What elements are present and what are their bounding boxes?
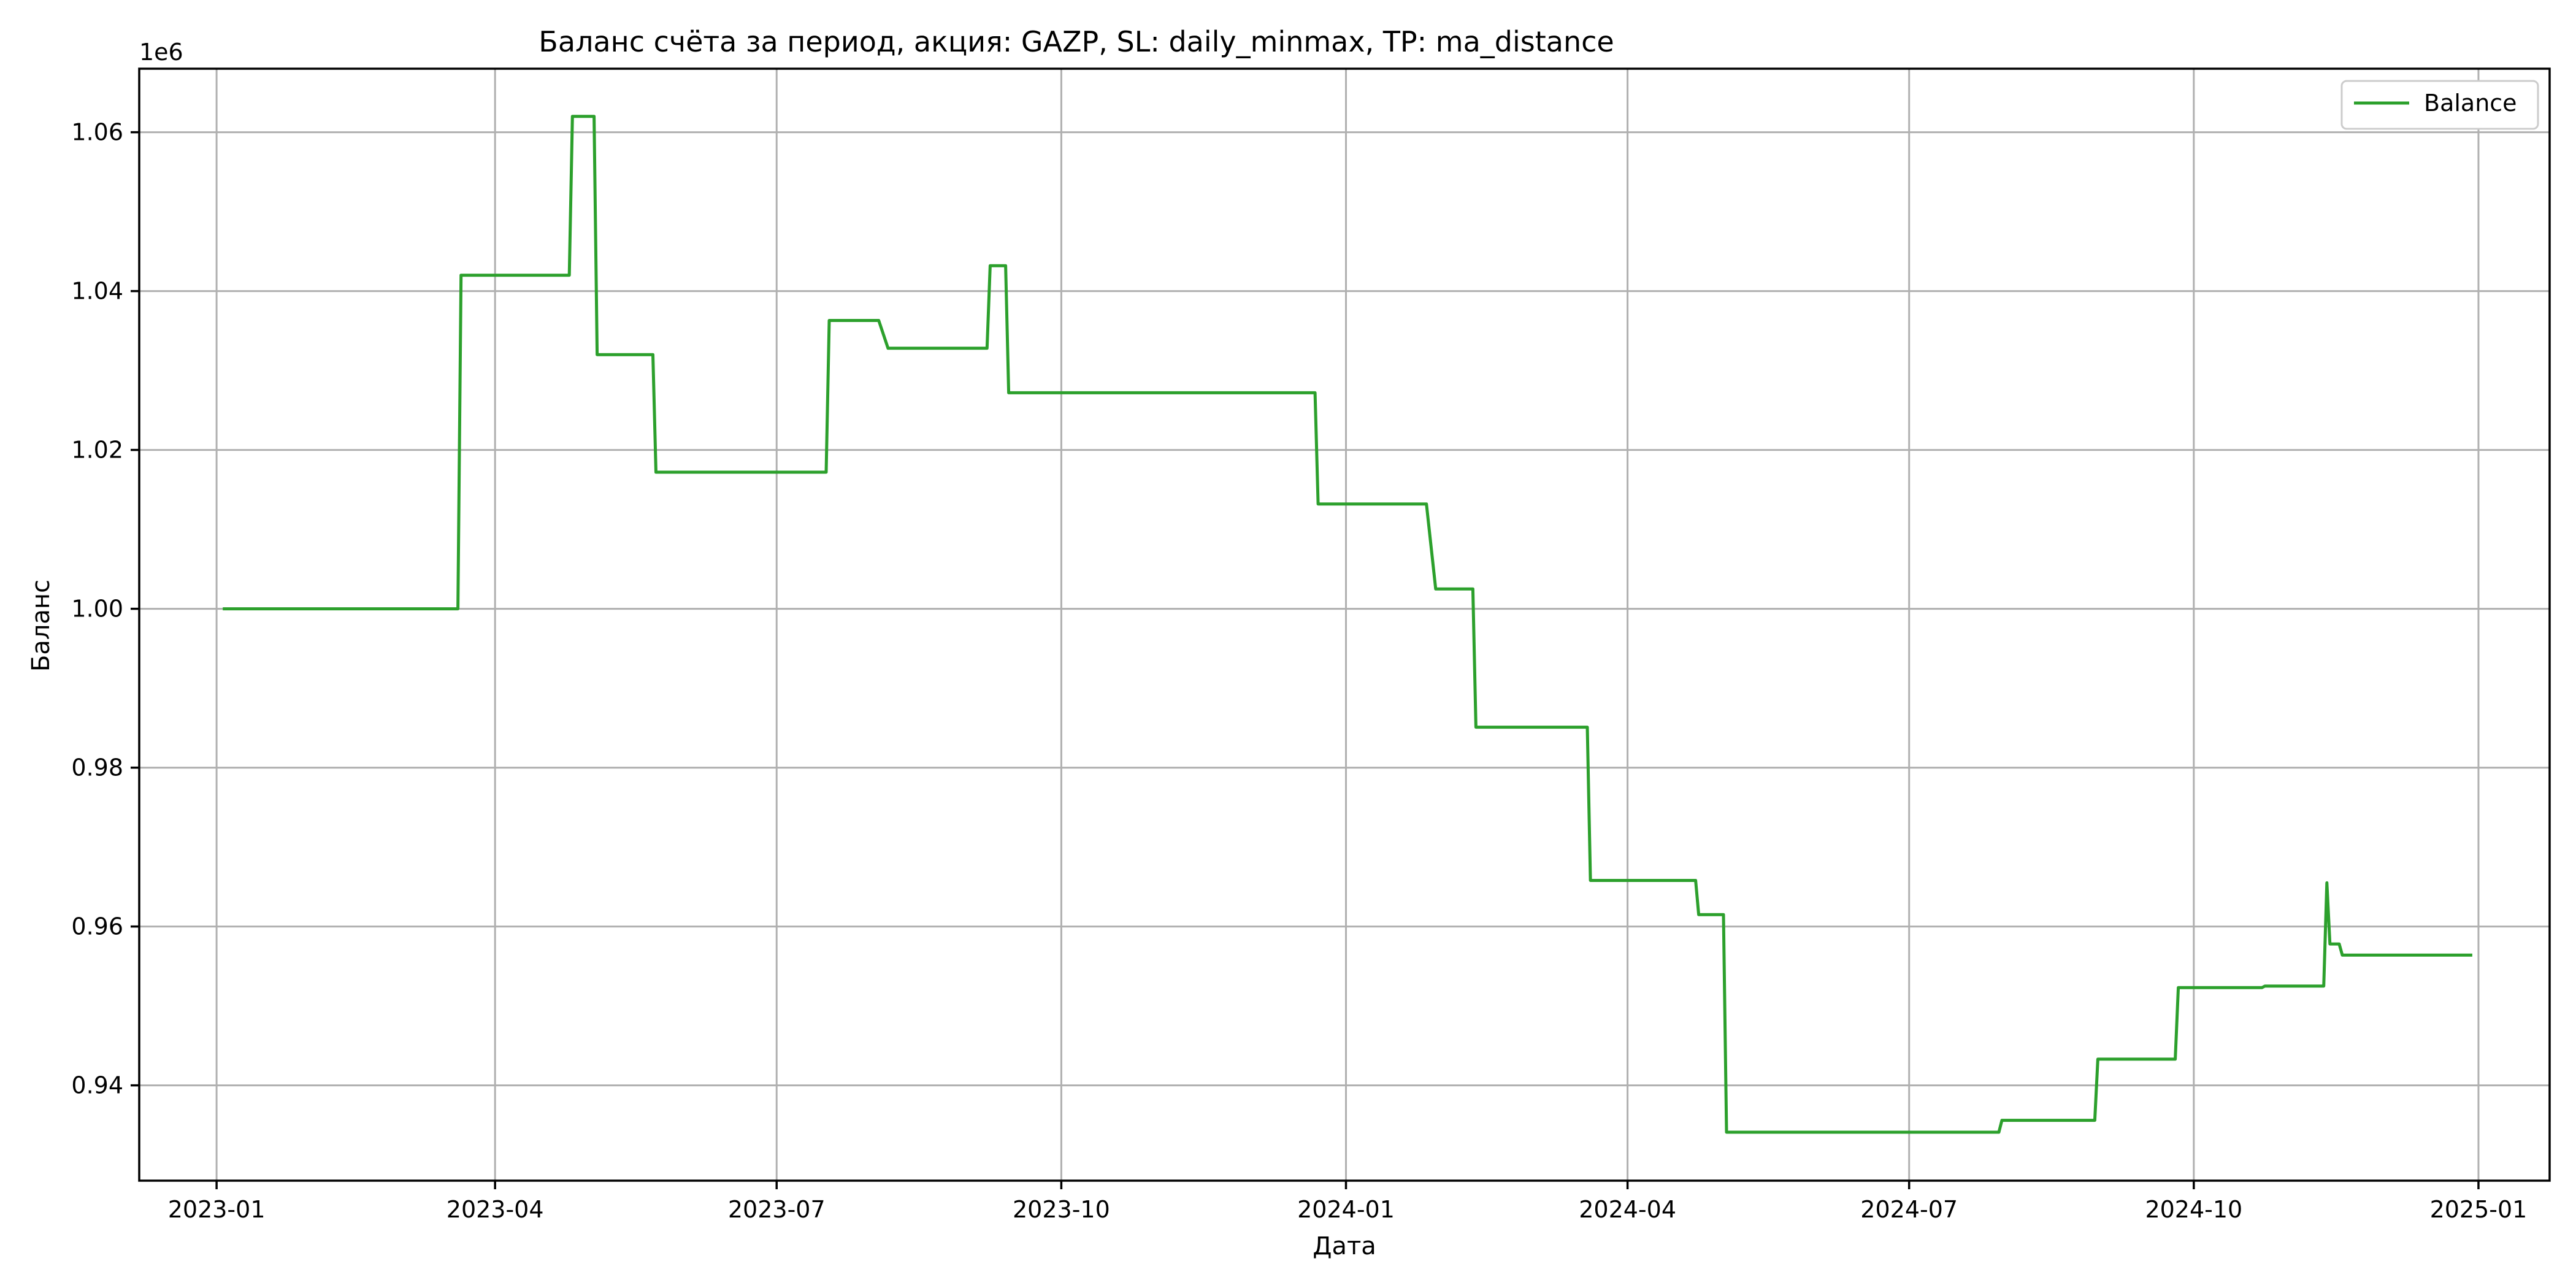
x-tick-label: 2024-01 — [1297, 1196, 1395, 1223]
x-tick-label: 2024-04 — [1579, 1196, 1676, 1223]
y-tick-label: 0.98 — [71, 754, 123, 781]
x-tick-label: 2024-10 — [2145, 1196, 2242, 1223]
y-axis: 0.94 0.96 0.98 1.00 1.02 1.04 1.06 — [71, 119, 139, 1099]
x-axis-label: Дата — [1313, 1232, 1376, 1260]
series-layer — [223, 115, 2472, 1134]
x-tick-label: 2023-07 — [728, 1196, 826, 1223]
plot-frame — [138, 67, 2551, 1182]
grid-lines — [139, 69, 2550, 1181]
y-tick-label: 1.04 — [71, 278, 123, 305]
chart-title: Баланс счёта за период, акция: GAZP, SL:… — [539, 25, 1614, 58]
y-tick-label: 1.02 — [71, 437, 123, 464]
legend-box — [2340, 80, 2539, 130]
y-tick-label: 0.96 — [71, 913, 123, 940]
x-tick-label: 2025-01 — [2430, 1196, 2528, 1223]
y-tick-label: 1.06 — [71, 119, 123, 146]
legend-label: Balance — [2424, 90, 2517, 117]
x-tick-label: 2023-01 — [168, 1196, 266, 1223]
series-line-balance — [223, 115, 2472, 1134]
y-offset-label: 1e6 — [139, 39, 183, 66]
x-tick-label: 2024-07 — [1860, 1196, 1958, 1223]
x-tick-label: 2023-10 — [1013, 1196, 1110, 1223]
y-tick-label: 1.00 — [71, 596, 123, 623]
x-tick-label: 2023-04 — [447, 1196, 544, 1223]
x-axis: 2023-01 2023-04 2023-07 2023-10 2024-01 2024-… — [168, 1181, 2528, 1223]
legend: Balance — [2340, 80, 2539, 130]
y-axis-label: Баланс — [27, 580, 55, 672]
y-tick-label: 0.94 — [71, 1072, 123, 1099]
